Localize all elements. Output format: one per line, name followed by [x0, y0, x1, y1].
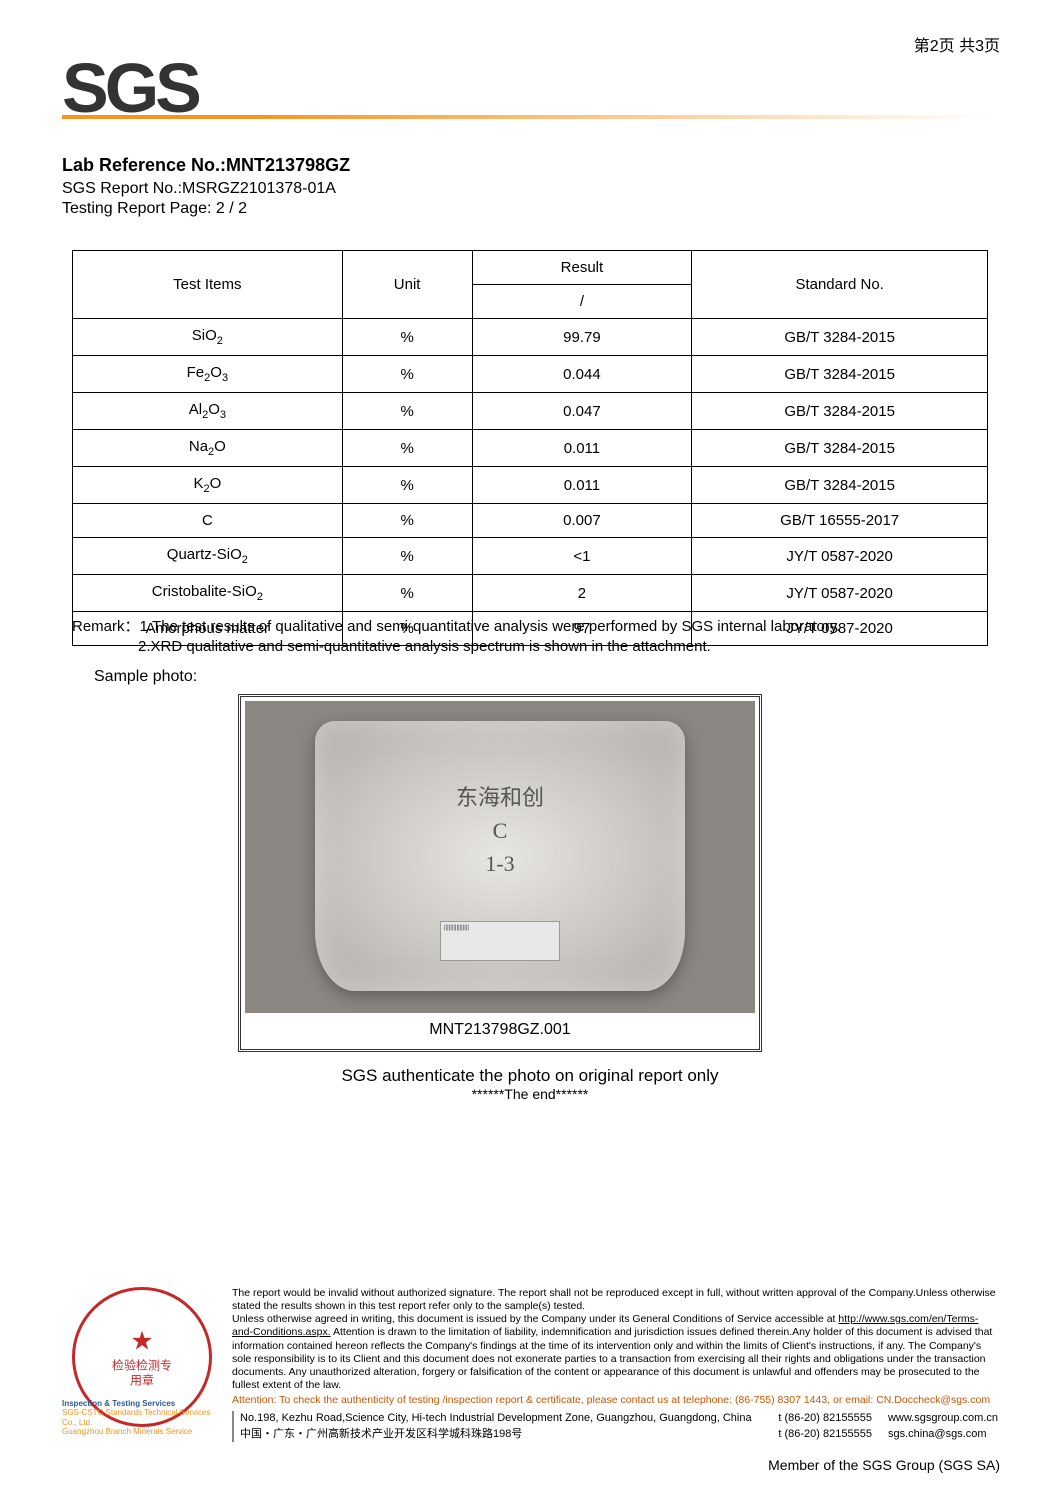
stamp-banner-orange1: SGS-CSTC Standards Technical Services Co… — [62, 1408, 222, 1427]
sample-photo-label: Sample photo: — [94, 668, 197, 686]
table-row: C%0.007GB/T 16555-2017 — [73, 504, 988, 538]
member-line: Member of the SGS Group (SGS SA) — [768, 1457, 1000, 1473]
cell-result: 0.007 — [472, 504, 692, 538]
cell-unit: % — [342, 319, 472, 356]
cell-result: 0.011 — [472, 430, 692, 467]
cell-result: 0.011 — [472, 467, 692, 504]
th-unit: Unit — [342, 251, 472, 319]
table-row: K2O%0.011GB/T 3284-2015 — [73, 467, 988, 504]
bag-line2: C — [493, 818, 508, 843]
cell-standard: GB/T 3284-2015 — [692, 430, 988, 467]
cell-item: C — [73, 504, 343, 538]
lab-ref-label: Lab Reference No.: — [62, 155, 226, 175]
testing-report-page: Testing Report Page: 2 / 2 — [62, 200, 350, 218]
bag-barcode-label: |||||||||||||||| — [440, 921, 560, 961]
table-row: Cristobalite-SiO2%2JY/T 0587-2020 — [73, 575, 988, 612]
cell-item: SiO2 — [73, 319, 343, 356]
address-cn: 中国・广东・广州高新技术产业开发区科学城科珠路198号 — [240, 1427, 778, 1442]
cell-item: Cristobalite-SiO2 — [73, 575, 343, 612]
footer-text: The report would be invalid without auth… — [222, 1287, 998, 1447]
cell-item: Na2O — [73, 430, 343, 467]
cell-standard: GB/T 3284-2015 — [692, 393, 988, 430]
disclaimer-p2b: Attention is drawn to the limitation of … — [232, 1326, 992, 1391]
website: www.sgsgroup.com.cn — [888, 1411, 998, 1426]
cell-result: 2 — [472, 575, 692, 612]
cell-unit: % — [342, 575, 472, 612]
disclaimer: The report would be invalid without auth… — [232, 1287, 998, 1392]
tel-1: t (86-20) 82155555 — [778, 1411, 872, 1426]
logo-underline — [62, 115, 992, 119]
table-row: Fe2O3%0.044GB/T 3284-2015 — [73, 356, 988, 393]
results-table: Test Items Unit Result Standard No. / Si… — [72, 250, 988, 646]
cell-result: 0.047 — [472, 393, 692, 430]
the-end: ******The end****** — [0, 1086, 1060, 1102]
disclaimer-p2a: Unless otherwise agreed in writing, this… — [232, 1313, 838, 1325]
table-row: Al2O3%0.047GB/T 3284-2015 — [73, 393, 988, 430]
cell-standard: GB/T 3284-2015 — [692, 319, 988, 356]
stamp-banner: Inspection & Testing Services SGS-CSTC S… — [62, 1399, 222, 1437]
cell-unit: % — [342, 504, 472, 538]
address-block: No.198, Kezhu Road,Science City, Hi-tech… — [232, 1411, 998, 1442]
remark-line2: 2.XRD qualitative and semi-quantitative … — [72, 638, 711, 655]
report-header: Lab Reference No.:MNT213798GZ SGS Report… — [62, 155, 350, 218]
cell-standard: GB/T 3284-2015 — [692, 467, 988, 504]
stamp-chinese: 检验检测专用章 — [112, 1358, 172, 1388]
table-row: Quartz-SiO2%<1JY/T 0587-2020 — [73, 538, 988, 575]
stamp-text: ★ 检验检测专用章 — [109, 1325, 176, 1390]
cell-standard: JY/T 0587-2020 — [692, 575, 988, 612]
photo-caption: MNT213798GZ.001 — [245, 1021, 755, 1039]
authenticate-line: SGS authenticate the photo on original r… — [0, 1066, 1060, 1086]
official-stamp: ★ 检验检测专用章 Inspection & Testing Services … — [62, 1287, 222, 1447]
cell-unit: % — [342, 430, 472, 467]
sgs-report-no: SGS Report No.:MSRGZ2101378-01A — [62, 180, 350, 198]
remark-line1: 1.The test results of qualitative and se… — [140, 618, 841, 635]
cell-standard: GB/T 16555-2017 — [692, 504, 988, 538]
cell-item: Al2O3 — [73, 393, 343, 430]
footer: ★ 检验检测专用章 Inspection & Testing Services … — [62, 1287, 998, 1447]
sample-bag: 东海和创 C 1-3 |||||||||||||||| — [315, 721, 685, 991]
cell-item: Quartz-SiO2 — [73, 538, 343, 575]
bag-line3: 1-3 — [485, 851, 514, 876]
sample-photo-frame: 东海和创 C 1-3 |||||||||||||||| MNT213798GZ.… — [238, 694, 762, 1052]
cell-unit: % — [342, 467, 472, 504]
sample-photo: 东海和创 C 1-3 |||||||||||||||| — [245, 701, 755, 1013]
address-right: t (86-20) 82155555 www.sgsgroup.com.cn t … — [778, 1411, 998, 1442]
email: sgs.china@sgs.com — [888, 1427, 987, 1442]
cell-unit: % — [342, 393, 472, 430]
cell-standard: GB/T 3284-2015 — [692, 356, 988, 393]
tel-2: t (86-20) 82155555 — [778, 1427, 872, 1442]
th-result: Result — [472, 251, 692, 285]
lab-reference: Lab Reference No.:MNT213798GZ — [62, 155, 350, 176]
cell-item: Fe2O3 — [73, 356, 343, 393]
stamp-banner-orange2: Guangzhou Branch Minerals Service — [62, 1427, 222, 1437]
th-result-sub: / — [472, 285, 692, 319]
page-indicator: 第2页 共3页 — [914, 32, 1000, 56]
address-left: No.198, Kezhu Road,Science City, Hi-tech… — [240, 1411, 778, 1442]
cell-unit: % — [342, 538, 472, 575]
cell-result: <1 — [472, 538, 692, 575]
bag-line1: 东海和创 — [456, 785, 544, 810]
bag-handwriting: 东海和创 C 1-3 — [456, 781, 544, 880]
cell-item: K2O — [73, 467, 343, 504]
remark-label: Remark： — [72, 618, 140, 635]
attention-line: Attention: To check the authenticity of … — [232, 1394, 998, 1407]
table-row: SiO2%99.79GB/T 3284-2015 — [73, 319, 988, 356]
lab-ref-value: MNT213798GZ — [226, 155, 350, 175]
table-row: Na2O%0.011GB/T 3284-2015 — [73, 430, 988, 467]
disclaimer-p1: The report would be invalid without auth… — [232, 1287, 996, 1312]
address-en: No.198, Kezhu Road,Science City, Hi-tech… — [240, 1411, 778, 1426]
cell-result: 99.79 — [472, 319, 692, 356]
th-test-items: Test Items — [73, 251, 343, 319]
star-icon: ★ — [109, 1325, 176, 1359]
stamp-banner-blue: Inspection & Testing Services — [62, 1399, 222, 1409]
cell-result: 0.044 — [472, 356, 692, 393]
remark-block: Remark：1.The test results of qualitative… — [72, 617, 840, 658]
th-standard: Standard No. — [692, 251, 988, 319]
cell-standard: JY/T 0587-2020 — [692, 538, 988, 575]
cell-unit: % — [342, 356, 472, 393]
